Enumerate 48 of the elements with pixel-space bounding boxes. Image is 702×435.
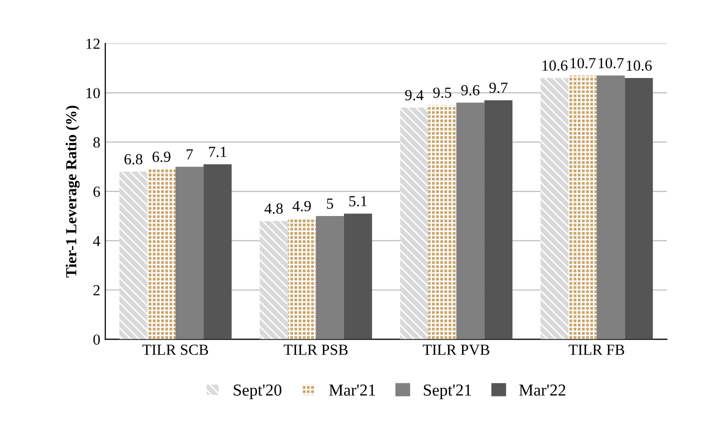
bar (344, 214, 372, 340)
bar (119, 172, 148, 340)
bar (316, 216, 344, 340)
bar (204, 164, 232, 340)
legend-label: Mar'22 (519, 384, 566, 396)
y-axis-title: Tier-1 Leverage Ratio (%) (66, 106, 80, 278)
data-label: 10.6 (626, 60, 652, 71)
bar (260, 220, 288, 340)
data-label: 9.5 (433, 88, 452, 98)
legend-label: Sept'21 (424, 384, 472, 400)
y-tick-label: 8 (93, 137, 100, 148)
data-label: 7.1 (209, 146, 226, 158)
y-tick-label: 10 (86, 88, 100, 98)
bar (624, 78, 653, 340)
x-tick-label: TILR FB (568, 344, 624, 355)
bar (596, 76, 625, 340)
data-label: 4.8 (264, 203, 283, 214)
y-tick-label: 0 (93, 334, 100, 345)
bar (540, 78, 569, 340)
bar (568, 76, 597, 340)
x-tick-label: TILR PVB (422, 344, 490, 355)
data-label: 10.7 (570, 58, 596, 68)
data-label: 9.7 (489, 82, 508, 93)
bar (288, 218, 316, 340)
bar (428, 105, 456, 340)
data-label: 10.7 (598, 58, 624, 68)
data-label: 9.6 (461, 85, 480, 96)
data-label: 6.8 (124, 154, 142, 164)
bar (400, 108, 428, 340)
legend-label: Sept'20 (234, 384, 282, 400)
x-tick-label: TILR SCB (142, 344, 208, 355)
bar (147, 169, 176, 340)
y-tick-label: 2 (93, 285, 100, 296)
y-tick-label: 6 (93, 186, 100, 197)
data-label: 10.6 (542, 60, 568, 71)
data-label: 7 (186, 149, 193, 160)
data-label: 5.1 (349, 196, 367, 206)
bar (176, 166, 204, 340)
y-tick-label: 12 (86, 38, 100, 49)
data-label: 9.4 (405, 90, 424, 100)
bar (484, 100, 512, 340)
data-label: 6.9 (152, 152, 170, 162)
legend-label: Mar'21 (329, 384, 376, 396)
data-label: 4.9 (292, 200, 311, 212)
data-label: 5 (327, 198, 334, 209)
x-tick-label: TILR PSB (284, 344, 348, 355)
y-tick-label: 4 (93, 236, 100, 246)
bar (456, 102, 484, 340)
